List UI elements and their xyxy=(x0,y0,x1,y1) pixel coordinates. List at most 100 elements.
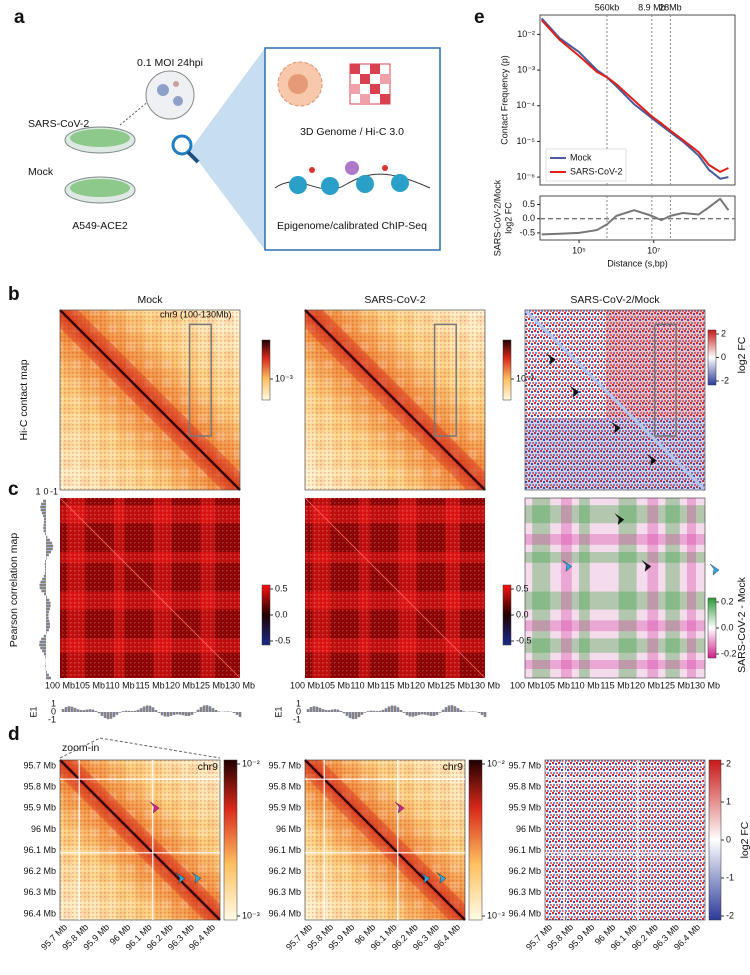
legend-label: Mock xyxy=(570,152,592,162)
y-tick-label: 95.9 Mb xyxy=(508,803,541,813)
virus xyxy=(157,84,169,96)
y-tick-label: 96 Mb xyxy=(516,824,541,834)
nucleosome xyxy=(321,177,339,195)
heatmap-band xyxy=(525,638,705,653)
row-label: Pearson correlation map xyxy=(8,533,20,648)
heatmap-band xyxy=(561,498,572,678)
colorbar xyxy=(502,339,512,401)
colorbar-tick-label: 10⁻³ xyxy=(275,373,293,383)
y-tick-label: 10⁻² xyxy=(517,29,535,39)
arrowhead xyxy=(150,801,160,814)
colorbar-label: log2 FC xyxy=(739,821,750,858)
frame xyxy=(304,309,486,491)
track-tick-label: -1 xyxy=(50,486,58,496)
y-tick-label: 10⁻⁶ xyxy=(517,171,536,181)
y-tick-label: 96.1 Mb xyxy=(268,845,301,855)
diagonal xyxy=(523,308,707,492)
cells xyxy=(70,129,130,147)
chrom-label: chr9 xyxy=(443,761,464,773)
y-tick-label: 95.9 Mb xyxy=(23,803,56,813)
y-tick-label: 96.4 Mb xyxy=(508,908,541,918)
track-tick-label: -1 xyxy=(293,714,301,724)
colorbar-tick-label: -0.2 xyxy=(721,648,737,658)
heatmap xyxy=(525,498,705,678)
colorbar-tick-label: -0.5 xyxy=(275,635,291,645)
heatmap-band xyxy=(579,498,590,678)
colorbar-tick-label: 10⁻² xyxy=(487,758,505,768)
zoom-line xyxy=(99,737,221,759)
colorbar-label: log2 FC xyxy=(736,336,748,373)
y-axis-label: SARS-CoV-2/Mock xyxy=(492,179,502,256)
x-tick-label: 105 Mb xyxy=(540,680,570,690)
legend-box xyxy=(545,148,627,182)
connector xyxy=(119,99,151,126)
y-tick-label: 96 Mb xyxy=(31,824,56,834)
colorbar-tick-label: 0.2 xyxy=(721,596,734,606)
x-tick-label: 105 Mb xyxy=(75,680,105,690)
colorbar-tick-label: 10⁻³ xyxy=(487,910,505,920)
arrowhead xyxy=(614,513,625,526)
colorbar-tick-label: 0.0 xyxy=(721,622,734,632)
x-tick-label: 115 Mb xyxy=(600,680,629,690)
colorbar-tick-label: -0.5 xyxy=(516,635,532,645)
y-tick-label: 96.4 Mb xyxy=(268,908,301,918)
arrowhead xyxy=(395,801,405,814)
heatmap-band xyxy=(525,505,705,524)
assay-label: Epigenome/calibrated ChIP-Seq xyxy=(277,220,427,232)
y-tick-label: 95.9 Mb xyxy=(268,803,301,813)
arrowhead xyxy=(175,872,186,884)
column-title: SARS-CoV-2/Mock xyxy=(570,294,660,306)
colorbar-label: SARS-CoV-2 - Mock xyxy=(736,576,748,672)
heatmap-band xyxy=(525,660,705,669)
colorbar-tick-label: 0.0 xyxy=(516,609,529,619)
heatmap-band xyxy=(525,591,705,610)
panel-label: c xyxy=(8,479,19,500)
arrowhead xyxy=(647,454,657,466)
colorbar-tick-label: -2 xyxy=(726,910,734,920)
y-tick-label: 96.4 Mb xyxy=(23,908,56,918)
x-tick-label: 130 Mb xyxy=(225,680,255,690)
chrom-label: chr9 xyxy=(198,761,219,773)
series-line xyxy=(540,19,729,173)
y-tick-label: -0.5 xyxy=(519,227,535,237)
y-tick-label: 95.8 Mb xyxy=(23,782,56,792)
x-tick-label: 100 Mb xyxy=(45,680,75,690)
y-tick-label: 96.2 Mb xyxy=(268,866,301,876)
colorbar-tick-label: 0.5 xyxy=(516,583,529,593)
arrowhead xyxy=(641,560,652,572)
x-tick-label: 125 Mb xyxy=(440,680,470,690)
y-tick-label: 96 Mb xyxy=(276,824,301,834)
frame xyxy=(524,497,706,679)
legend-label: SARS-CoV-2 xyxy=(570,166,623,176)
y-tick-label: 96.3 Mb xyxy=(268,887,301,897)
x-tick-label: 125 Mb xyxy=(660,680,690,690)
y-tick-label: 95.8 Mb xyxy=(508,782,541,792)
axes-frame xyxy=(539,14,736,186)
colorbar-tick-label: 0 xyxy=(726,834,731,844)
sample-label: SARS-CoV-2 xyxy=(28,118,89,130)
track-label: E1 xyxy=(273,706,283,717)
heatmap-band xyxy=(525,552,705,563)
track-tick-label: -1 xyxy=(48,714,56,724)
colorbar xyxy=(707,329,717,386)
condition: 0.1 MOI 24hpi xyxy=(137,57,203,69)
heatmap-band xyxy=(618,498,637,678)
track-tick-label: 1 xyxy=(296,698,301,708)
magnifier xyxy=(186,150,200,164)
y-tick-label: 0.5 xyxy=(522,199,535,209)
region-box xyxy=(653,323,677,437)
nucleosome xyxy=(391,174,409,192)
heatmap-band xyxy=(687,498,696,678)
frame xyxy=(544,759,706,921)
arrowhead xyxy=(709,563,720,576)
column-title: Mock xyxy=(137,294,163,306)
y-tick-label: 95.7 Mb xyxy=(23,760,56,770)
y-tick-label: 96.2 Mb xyxy=(23,866,56,876)
region-box xyxy=(433,323,457,437)
diagonal xyxy=(59,759,221,921)
virus xyxy=(173,96,183,106)
track-tick-label: 1 xyxy=(35,486,40,496)
sample-label: Mock xyxy=(28,166,54,178)
arrowhead xyxy=(611,421,621,434)
